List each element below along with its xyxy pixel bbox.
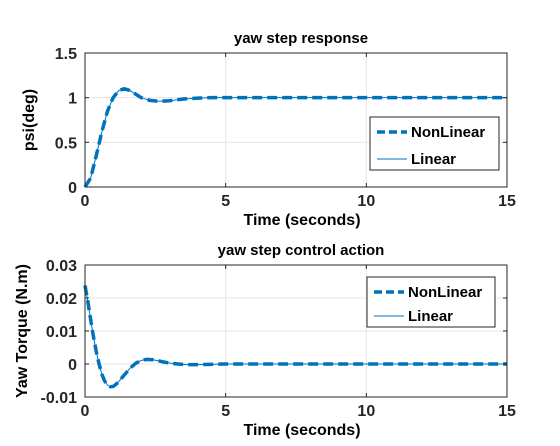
legend-box xyxy=(366,276,496,328)
x-tick-label: 0 xyxy=(81,403,90,420)
legend: NonLinear Linear xyxy=(366,276,496,328)
x-tick-label: 10 xyxy=(357,193,375,210)
series-line-linear xyxy=(84,88,507,188)
chart-title: yaw step control action xyxy=(218,242,385,259)
x-tick-label: 15 xyxy=(498,193,516,210)
response-axes: 0 5 10 15 0 0.5 1 1.5 yaw step response Time (sec… xyxy=(21,30,516,229)
y-axis-label: psi(deg) xyxy=(21,89,38,151)
legend-box xyxy=(369,116,500,171)
x-tick-label: 5 xyxy=(221,193,230,210)
x-tick-label: 15 xyxy=(498,403,516,420)
x-axis-label: Time (seconds) xyxy=(243,212,360,229)
series-line-linear xyxy=(84,285,507,388)
y-tick-label: 0.5 xyxy=(55,135,77,152)
y-axis-label: Yaw Torque (N.m) xyxy=(14,264,31,398)
legend-label-linear: Linear xyxy=(408,308,453,325)
y-tick-label: 1.5 xyxy=(55,46,77,63)
y-tick-label: 1 xyxy=(68,91,77,108)
axes-box xyxy=(84,52,508,188)
y-tick-label: 0 xyxy=(68,180,77,197)
x-tick-label: 10 xyxy=(357,403,375,420)
legend-label-linear: Linear xyxy=(411,151,456,168)
x-tick-label: 5 xyxy=(221,403,230,420)
legend-label-nonlinear: NonLinear xyxy=(411,124,485,141)
chart-title: yaw step response xyxy=(234,30,368,47)
legend: NonLinear Linear xyxy=(369,116,500,171)
x-tick-label: 0 xyxy=(81,193,90,210)
y-tick-label: 0 xyxy=(68,357,77,374)
x-axis-label: Time (seconds) xyxy=(243,422,360,439)
y-tick-label: 0.03 xyxy=(46,258,77,275)
y-tick-label: 0.01 xyxy=(46,324,77,341)
y-tick-label: -0.01 xyxy=(41,390,78,407)
y-tick-label: 0.02 xyxy=(46,291,77,308)
legend-label-nonlinear: NonLinear xyxy=(408,284,482,301)
